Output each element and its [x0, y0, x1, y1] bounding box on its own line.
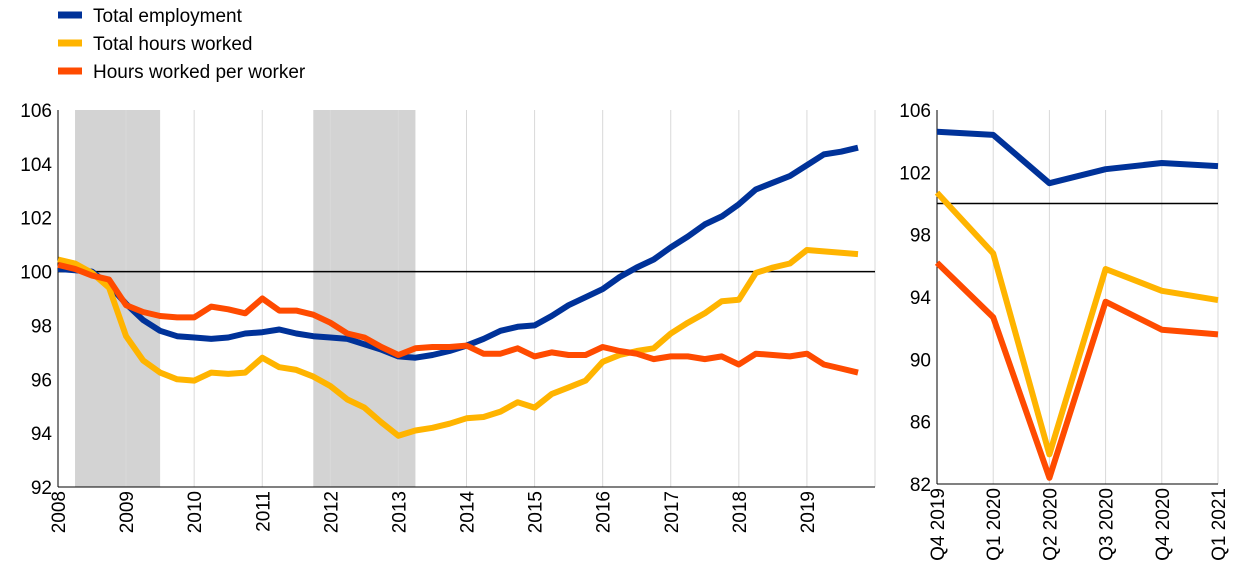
series-line-total-hours-worked: [57, 247, 859, 439]
y-tick-label: 94: [910, 288, 932, 309]
y-tick-label: 92: [31, 478, 52, 499]
x-tick-label: 2016: [594, 491, 615, 533]
x-tick-label: Q3 2020: [1097, 488, 1118, 561]
y-tick-label: 106: [20, 101, 52, 122]
y-tick-label: 104: [20, 155, 52, 176]
recession-shading-2: [313, 110, 416, 487]
y-tick-label: 94: [31, 424, 53, 445]
y-tick-label: 102: [899, 163, 931, 184]
x-tick-label: 2013: [389, 491, 410, 533]
legend-label-total-employment: Total employment: [93, 6, 243, 27]
x-tick-label: 2012: [321, 491, 342, 533]
y-tick-label: 102: [20, 209, 52, 230]
y-tick-label: 98: [31, 316, 52, 337]
x-tick-label: 2010: [185, 491, 206, 533]
y-tick-label: 90: [910, 350, 931, 371]
x-tick-label: 2011: [253, 491, 274, 532]
x-tick-label: Q1 2021: [1209, 488, 1230, 561]
x-tick-label: 2017: [662, 491, 683, 533]
right-panel-2019-2021: 82 86 90 94 98 102 106 Q4 2019 Q1 2020 Q2 2020 Q3 …: [899, 101, 1230, 561]
y-tick-label: 106: [899, 101, 931, 122]
left-panel-2008-2019: 92 94 96 98 100 102 104 106 2008 2009 2010 2011 2012…: [20, 101, 876, 534]
x-tick-label: 2015: [526, 491, 547, 533]
x-tick-label: 2014: [458, 491, 479, 534]
x-tick-label: Q1 2020: [984, 488, 1005, 561]
y-tick-label: 100: [20, 263, 52, 284]
x-tick-label: 2019: [798, 491, 819, 533]
legend-label-total-hours-worked: Total hours worked: [93, 34, 252, 55]
series-line-hours-worked-per-worker: [57, 261, 859, 376]
y-tick-label: 82: [910, 475, 931, 496]
y-tick-label: 86: [910, 413, 931, 434]
legend: Total employment Total hours worked Hours …: [58, 6, 306, 83]
x-tick-label: 2009: [117, 491, 138, 533]
x-tick-label: 2008: [49, 491, 70, 533]
legend-label-hours-worked-per-worker: Hours worked per worker: [93, 62, 306, 83]
x-tick-label: Q2 2020: [1040, 488, 1061, 561]
y-tick-label: 96: [31, 370, 52, 391]
x-tick-label: 2018: [730, 491, 751, 533]
series-line-total-employment: [936, 128, 1219, 187]
x-tick-label: Q4 2020: [1153, 488, 1174, 561]
y-tick-label: 98: [910, 226, 931, 247]
series-line-total-hours-worked: [934, 190, 1219, 458]
series-line-total-employment: [57, 144, 859, 361]
x-tick-label: Q4 2019: [928, 488, 949, 561]
series-line-hours-worked-per-worker: [934, 260, 1219, 481]
